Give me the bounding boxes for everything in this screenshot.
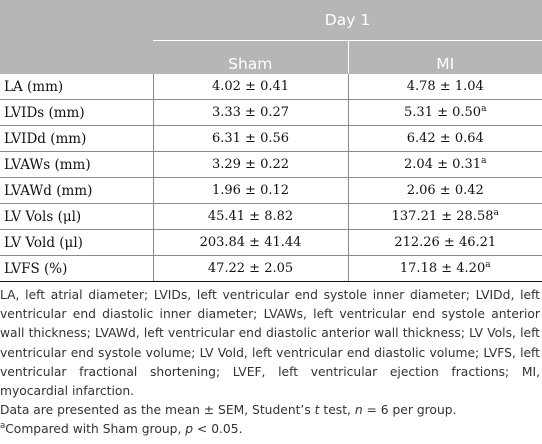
- cell-value: 45.41 ± 8.82: [207, 209, 294, 224]
- table-row: LVAWd (mm) 1.96 ± 0.12 2.06 ± 0.42: [0, 177, 542, 204]
- cell-sham: 1.96 ± 0.12: [153, 177, 349, 204]
- row-label: LVIDs (mm): [0, 99, 154, 126]
- cell-value: 47.22 ± 2.05: [207, 261, 294, 276]
- cell-sham: 3.33 ± 0.27: [153, 99, 349, 126]
- cell-value: 6.42 ± 0.64: [406, 131, 484, 146]
- cell-sham: 4.02 ± 0.41: [153, 74, 349, 100]
- cell-value: 6.31 ± 0.56: [211, 131, 290, 146]
- cell-sham: 203.84 ± 41.44: [153, 229, 349, 256]
- table-body: LA (mm) 4.02 ± 0.41 4.78 ± 1.04 LVIDs (mm) 3…: [0, 74, 542, 282]
- cell-value: 137.21 ± 28.58: [391, 209, 494, 224]
- statistics-note: Data are presented as the mean ± SEM, St…: [0, 403, 457, 418]
- header-row-columns: Sham MI: [0, 40, 542, 74]
- row-label: LA (mm): [0, 74, 154, 100]
- cell-value: 1.96 ± 0.12: [211, 183, 290, 198]
- row-label: LV Vols (μl): [0, 203, 154, 230]
- table-row: LA (mm) 4.02 ± 0.41 4.78 ± 1.04: [0, 74, 542, 100]
- significance-superscript: a: [481, 156, 487, 166]
- cell-value: 3.29 ± 0.22: [211, 157, 290, 172]
- cell-sham: 3.29 ± 0.22: [153, 151, 349, 178]
- table-row: LVIDs (mm) 3.33 ± 0.27 5.31 ± 0.50a: [0, 99, 542, 126]
- significance-superscript: a: [481, 104, 487, 114]
- table-row: LVFS (%) 47.22 ± 2.05 17.18 ± 4.20a: [0, 255, 542, 282]
- table-footnotes: LA, left atrial diameter; LVIDs, left ve…: [0, 282, 542, 440]
- table-row: LVIDd (mm) 6.31 ± 0.56 6.42 ± 0.64: [0, 125, 542, 152]
- echo-data-table: Day 1 Sham MI LA (mm) 4.02 ± 0.41 4.78 ± 1…: [0, 0, 542, 282]
- header-col-mi: MI: [347, 40, 542, 74]
- header-blank-cell: [0, 0, 153, 74]
- abbreviations-note: LA, left atrial diameter; LVIDs, left ve…: [0, 288, 540, 399]
- cell-value: 17.18 ± 4.20: [399, 261, 486, 276]
- header-col-sham: Sham: [153, 40, 348, 74]
- cell-mi: 2.06 ± 0.42: [348, 177, 542, 204]
- header-day-label: Day 1: [153, 0, 542, 41]
- row-label: LVAWd (mm): [0, 177, 154, 204]
- cell-value: 5.31 ± 0.50: [404, 105, 482, 120]
- cell-mi: 137.21 ± 28.58a: [348, 203, 542, 230]
- cell-sham: 47.22 ± 2.05: [153, 255, 349, 282]
- cell-value: 212.26 ± 46.21: [394, 235, 497, 250]
- cell-sham: 6.31 ± 0.56: [153, 125, 349, 152]
- row-label: LVIDd (mm): [0, 125, 154, 152]
- cell-value: 203.84 ± 41.44: [199, 235, 302, 250]
- cell-value: 3.33 ± 0.27: [211, 105, 290, 120]
- cell-mi: 6.42 ± 0.64: [348, 125, 542, 152]
- header-row-group: Day 1: [0, 0, 542, 74]
- cell-value: 4.02 ± 0.41: [211, 79, 290, 94]
- table-row: LVAWs (mm) 3.29 ± 0.22 2.04 ± 0.31a: [0, 151, 542, 178]
- significance-marker: a: [0, 421, 6, 432]
- cell-mi: 5.31 ± 0.50a: [348, 99, 542, 126]
- cell-mi: 4.78 ± 1.04: [348, 74, 542, 100]
- table-row: LV Vols (μl) 45.41 ± 8.82 137.21 ± 28.58a: [0, 203, 542, 230]
- cell-sham: 45.41 ± 8.82: [153, 203, 349, 230]
- row-label: LVAWs (mm): [0, 151, 154, 178]
- significance-note: aCompared with Sham group, p < 0.05.: [0, 421, 243, 437]
- table-row: LV Vold (μl) 203.84 ± 41.44 212.26 ± 46.21: [0, 229, 542, 256]
- significance-superscript: a: [485, 260, 491, 270]
- significance-superscript: a: [493, 208, 499, 218]
- row-label: LVFS (%): [0, 255, 154, 282]
- row-label: LV Vold (μl): [0, 229, 154, 256]
- cell-value: 4.78 ± 1.04: [406, 79, 484, 94]
- cell-mi: 212.26 ± 46.21: [348, 229, 542, 256]
- cell-mi: 2.04 ± 0.31a: [348, 151, 542, 178]
- cell-value: 2.04 ± 0.31: [404, 157, 482, 172]
- cell-mi: 17.18 ± 4.20a: [348, 255, 542, 282]
- cell-value: 2.06 ± 0.42: [406, 183, 484, 198]
